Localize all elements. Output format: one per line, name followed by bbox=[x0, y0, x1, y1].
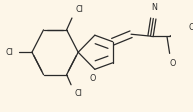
Text: O: O bbox=[189, 23, 193, 32]
Text: Cl: Cl bbox=[75, 89, 82, 98]
Text: Cl: Cl bbox=[75, 5, 83, 14]
Text: N: N bbox=[151, 2, 157, 12]
Text: O: O bbox=[90, 74, 96, 83]
Text: O: O bbox=[169, 59, 176, 68]
Text: Cl: Cl bbox=[5, 48, 13, 57]
